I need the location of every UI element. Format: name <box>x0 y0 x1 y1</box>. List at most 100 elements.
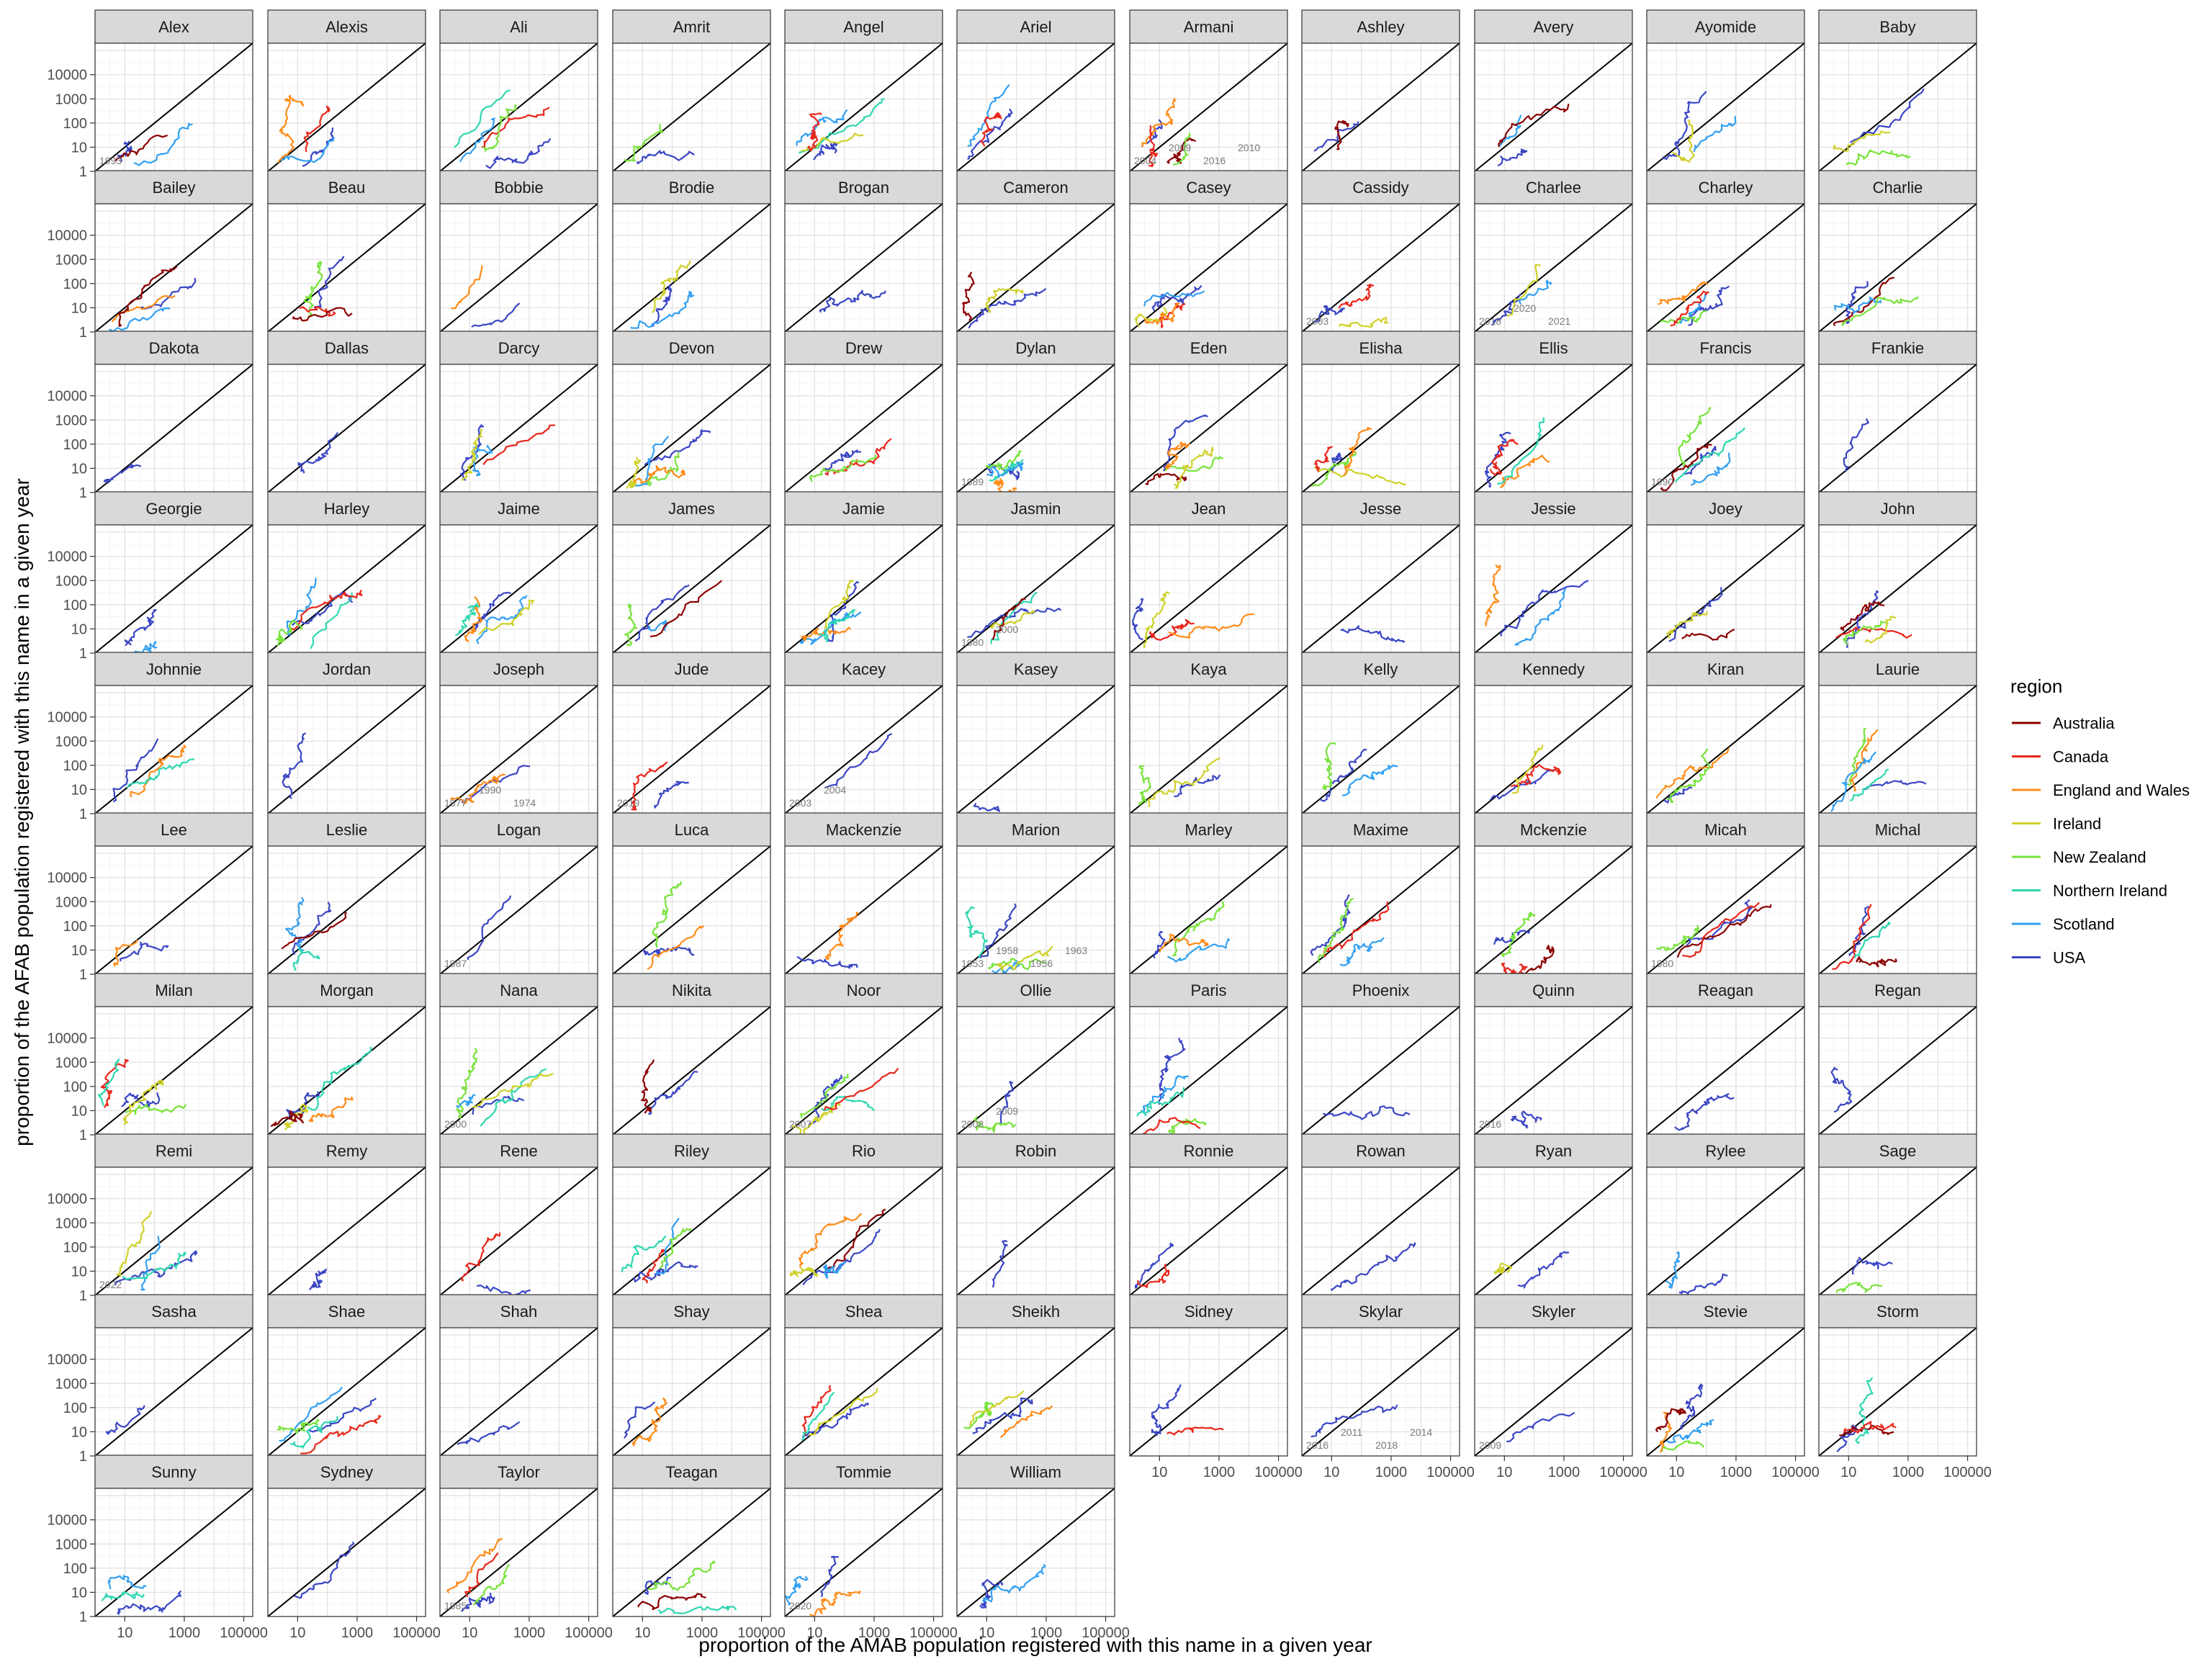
series-line-australia <box>641 1059 655 1114</box>
facet-strip <box>267 170 426 204</box>
series-line-ireland <box>809 1388 878 1436</box>
legend-label: Northern Ireland <box>2053 882 2167 900</box>
year-annotation: 2018 <box>1479 315 1501 327</box>
series-group <box>1833 276 1919 326</box>
series-group <box>455 591 535 644</box>
series-line-usa <box>1851 1256 1893 1275</box>
facet-strip <box>1301 973 1460 1007</box>
series-group <box>1493 912 1555 974</box>
series-line-usa <box>1836 1424 1858 1452</box>
series-line-scotland <box>799 611 862 645</box>
reference-line <box>956 1006 1115 1136</box>
facet-title: Stevie <box>1704 1303 1748 1321</box>
facet-title: Jean <box>1192 500 1226 518</box>
series-line-ireland <box>969 1390 1025 1426</box>
series-line-usa <box>1678 1273 1728 1295</box>
reference-line <box>1129 364 1288 493</box>
facet-strip <box>94 9 253 44</box>
series-line-northern-ireland <box>657 1605 737 1614</box>
facet-marion: Marion 1953 1958 1956 1963 <box>956 812 1115 975</box>
year-annotation: 1990 <box>1651 476 1673 487</box>
panel-border <box>784 1488 943 1617</box>
year-annotation: 2014 <box>1410 1426 1432 1438</box>
facet-title: Ariel <box>1020 18 1051 36</box>
facet-title: Charlee <box>1526 179 1581 197</box>
facet-strip <box>94 973 253 1007</box>
series-line-usa <box>998 1081 1015 1125</box>
facet-strip <box>1646 652 1805 686</box>
facet-stevie: Stevie 10 1000 100000 <box>1646 1294 1820 1480</box>
series-line-northern-ireland <box>292 948 320 971</box>
series-line-canada <box>1142 1117 1201 1135</box>
reference-line <box>1646 1166 1805 1296</box>
series-line-new-zealand <box>988 958 1047 971</box>
facet-strip <box>1474 973 1633 1007</box>
series-group <box>457 1421 521 1445</box>
facet-title: Rowan <box>1356 1142 1405 1160</box>
y-tick-label: 10000 <box>47 1192 87 1208</box>
panel-grid <box>1646 1007 1804 1136</box>
facet-shea: Shea <box>784 1294 943 1457</box>
series-line-australia <box>826 1208 886 1270</box>
y-tick-label: 10000 <box>47 389 87 405</box>
series-line-scotland <box>1830 751 1876 812</box>
series-line-canada <box>482 107 550 148</box>
facet-title: Shea <box>845 1303 883 1321</box>
series-line-scotland <box>823 1260 846 1280</box>
facet-title: Sheikh <box>1012 1303 1060 1321</box>
panel-border <box>1818 1327 1977 1457</box>
series-line-scotland <box>134 641 158 653</box>
facet-strip <box>1301 1133 1460 1168</box>
series-line-australia <box>270 1110 305 1127</box>
legend-label: Ireland <box>2053 815 2101 833</box>
series-line-new-zealand <box>1164 456 1224 472</box>
series-line-scotland <box>796 109 848 146</box>
y-axis: 1 10 100 1000 10000 <box>47 68 95 180</box>
panel-grid <box>956 204 1115 333</box>
y-axis: 1 10 100 1000 10000 <box>47 1352 95 1465</box>
reference-line <box>1129 42 1288 172</box>
series-line-australia <box>1498 103 1570 148</box>
facet-strip <box>956 1294 1115 1328</box>
facet-strip <box>612 652 771 686</box>
facet-strip <box>1474 9 1633 44</box>
facet-title: Brodie <box>669 179 715 197</box>
series-line-new-zealand <box>652 881 683 948</box>
series-line-usa <box>1683 446 1717 475</box>
facet-title: Shae <box>328 1303 365 1321</box>
reference-line <box>439 42 598 172</box>
series-line-canada <box>1148 619 1195 641</box>
facet-title: Frankie <box>1871 339 1924 357</box>
series-line-new-zealand <box>1666 748 1711 803</box>
series-group <box>992 1239 1008 1288</box>
series-line-scotland <box>1339 937 1385 967</box>
facet-charley: Charley <box>1646 170 1805 333</box>
series-line-ireland <box>626 457 642 490</box>
x-tick-label: 1000 <box>1375 1465 1408 1480</box>
reference-line <box>612 845 771 975</box>
series-line-england-and-wales <box>1164 441 1191 470</box>
year-annotation: 2019 <box>617 797 639 809</box>
series-group <box>297 432 338 474</box>
series-line-england-and-wales <box>824 912 860 961</box>
facet-georgie: Georgie 1 10 100 1000 10000 <box>47 491 253 662</box>
panel-grid <box>956 1488 1115 1617</box>
series-line-canada <box>1314 446 1333 472</box>
series-group <box>973 802 1001 812</box>
facet-title: Francis <box>1699 339 1751 357</box>
series-line-usa <box>1310 894 1351 956</box>
reference-line <box>94 42 253 172</box>
x-tick-label: 10 <box>1151 1465 1167 1480</box>
facet-bailey: Bailey 1 10 100 1000 10000 <box>47 170 253 341</box>
facet-strip <box>784 331 943 365</box>
facet-title: Cassidy <box>1352 179 1408 197</box>
facet-strip <box>267 652 426 686</box>
facet-reagan: Reagan <box>1646 973 1805 1136</box>
series-line-northern-ireland <box>480 1068 547 1127</box>
series-line-new-zealand <box>472 1563 511 1606</box>
facet-strip <box>1646 973 1805 1007</box>
facet-title: Kacey <box>842 660 886 678</box>
facet-title: Ayomide <box>1695 18 1756 36</box>
series-line-new-zealand <box>1660 1440 1704 1452</box>
series-line-usa <box>297 432 338 474</box>
